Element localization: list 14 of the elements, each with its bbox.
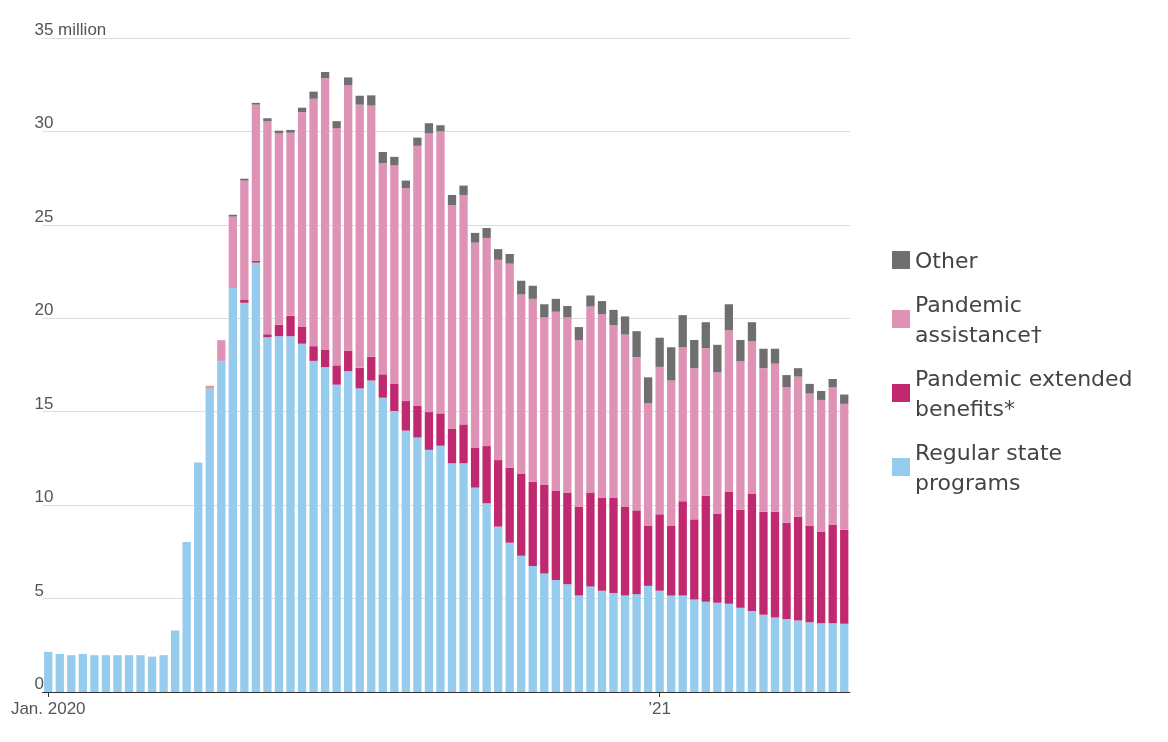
y-tick-label: 5 bbox=[34, 580, 44, 600]
legend-label: Pandemic extended benefits* bbox=[915, 365, 1140, 421]
y-tick-label: 35 million bbox=[34, 20, 107, 39]
legend-label: Pandemic assistance† bbox=[915, 291, 1042, 347]
legend-label: Regular state programs bbox=[915, 439, 1070, 495]
y-tick-label: 30 bbox=[34, 113, 54, 133]
y-tick-label: 10 bbox=[34, 487, 54, 507]
x-tick-label: Jan. 2020 bbox=[10, 699, 86, 718]
y-tick-label: 15 bbox=[34, 393, 54, 413]
x-tick-label: ’21 bbox=[648, 699, 671, 718]
y-tick-label: 25 bbox=[34, 206, 54, 226]
legend-label: Other bbox=[915, 247, 979, 273]
y-tick-label: 0 bbox=[34, 674, 44, 693]
y-tick-label: 20 bbox=[34, 300, 54, 320]
